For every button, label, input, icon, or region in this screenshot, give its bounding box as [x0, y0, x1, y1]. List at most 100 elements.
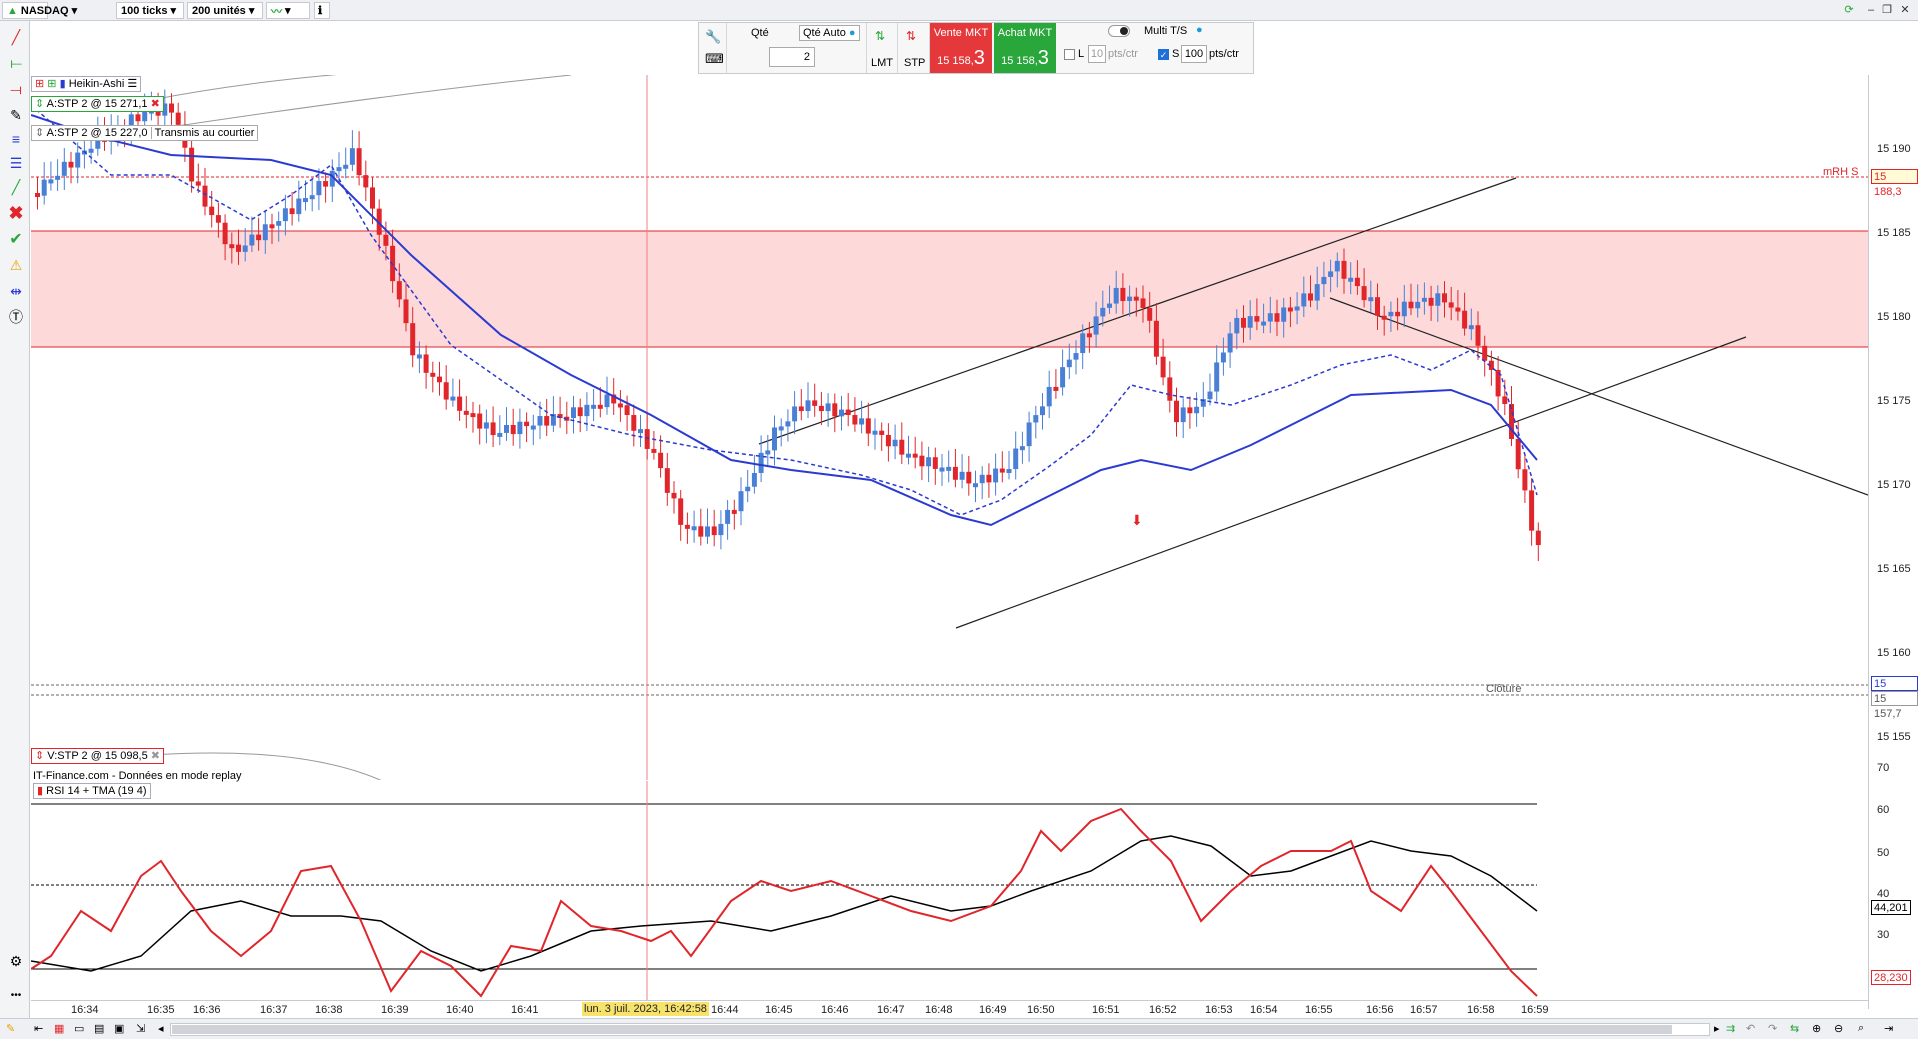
horizontal-line-icon[interactable]: ⟝	[10, 54, 22, 71]
time-tick: 16:56	[1366, 1004, 1394, 1016]
chart-style-box[interactable]: ⊞ ⊞ ▮ Heikin-Ashi ☰	[31, 76, 142, 92]
candle	[906, 453, 911, 458]
line-chart-icon: 〰	[271, 5, 282, 18]
limit-input[interactable]: 10	[1088, 45, 1106, 63]
grid-icon[interactable]: ▦	[54, 1023, 65, 1035]
qty-input[interactable]	[769, 47, 815, 67]
cancel-order-icon[interactable]: ✖	[150, 98, 160, 110]
stp-section[interactable]: ⇅ STP	[898, 23, 930, 73]
fibonacci-icon[interactable]: ☰	[9, 154, 23, 171]
window-icon[interactable]: ▭	[74, 1023, 85, 1035]
text-tool-icon[interactable]: Ⓣ	[9, 309, 23, 325]
dots-icon[interactable]: •••	[10, 989, 22, 1001]
menu-icon[interactable]: ☰	[127, 78, 138, 90]
candle	[128, 114, 134, 129]
time-tick: 16:53	[1205, 1004, 1233, 1016]
price-tick: 15 185	[1877, 227, 1911, 239]
candle	[1026, 422, 1032, 447]
scroll-left-icon[interactable]: ◂	[158, 1023, 164, 1035]
stop-checkbox[interactable]: ✓	[1158, 49, 1169, 60]
qty-auto-button[interactable]: Qté Auto ●	[799, 25, 860, 41]
order-icon: ⇕	[35, 750, 45, 762]
ray-line-icon[interactable]: ⟞	[10, 80, 22, 97]
scroll-right-end-icon[interactable]: ⇥	[1884, 1023, 1894, 1035]
rsi-chart[interactable]	[31, 781, 1868, 1009]
time-tick: 16:45	[765, 1004, 793, 1016]
buy-market-button[interactable]: Achat MKT 15 158,3	[994, 23, 1056, 73]
warning-icon[interactable]: ⚠	[9, 256, 23, 273]
check-icon[interactable]: ✔	[9, 231, 23, 248]
tile-icon[interactable]: ▣	[114, 1023, 125, 1035]
stp-label: STP	[904, 57, 926, 69]
candle	[1086, 333, 1092, 338]
multi-ts-toggle[interactable]	[1108, 25, 1130, 37]
candle	[698, 526, 704, 537]
wrench-icon[interactable]: 🔧	[705, 29, 722, 44]
scroll-left-end-icon[interactable]: ⇤	[34, 1023, 44, 1035]
candle	[1234, 317, 1240, 334]
units-select[interactable]: 200 unités ▾	[187, 2, 263, 19]
move-icon[interactable]: ⊞	[47, 78, 57, 90]
zoom-out-icon[interactable]: ⊖	[1834, 1023, 1844, 1035]
trend-icon[interactable]: ╱	[11, 178, 21, 195]
rsi-legend[interactable]: ▮ RSI 14 + TMA (19 4)	[33, 783, 151, 799]
candle	[839, 409, 844, 417]
undo-icon[interactable]: ↶	[1746, 1023, 1756, 1035]
candle	[1281, 307, 1287, 322]
stop-input[interactable]: 100	[1181, 45, 1207, 63]
instrument-select[interactable]: ▲ NASDAQ ▾	[2, 2, 77, 19]
search-icon[interactable]: ⌕	[1858, 1022, 1865, 1034]
line-tool-icon[interactable]: ╱	[11, 28, 21, 45]
refresh-icon[interactable]: ⟳	[1844, 4, 1854, 16]
save-view-icon[interactable]: ⇉	[1726, 1023, 1736, 1035]
chart-type-select[interactable]: 〰 ▾	[266, 2, 310, 19]
add-icon[interactable]: ⊞	[35, 78, 45, 90]
pencil-icon[interactable]: ✎	[10, 106, 22, 123]
price-axis[interactable]: 15 190 15 185 15 180 15 175 15 170 15 16…	[1868, 75, 1918, 1009]
redo-icon[interactable]: ↷	[1768, 1023, 1778, 1035]
keyboard-icon[interactable]: ⌨	[705, 51, 724, 66]
info-dot-icon: ●	[848, 27, 856, 39]
layout-icon[interactable]: ▤	[94, 1023, 105, 1035]
candle	[463, 410, 469, 415]
sell-market-button[interactable]: Vente MKT 15 158,3	[930, 23, 992, 73]
candle	[323, 181, 329, 187]
delete-icon[interactable]: ✖	[8, 202, 24, 223]
cancel-order-icon[interactable]: ✖	[150, 750, 161, 762]
settings-icon[interactable]: ⚙	[9, 952, 23, 969]
levels-icon[interactable]: ⇹	[10, 282, 22, 299]
candle	[731, 509, 737, 514]
time-axis[interactable]: 16:34 16:35 16:36 16:37 16:38 16:39 16:4…	[31, 1000, 1868, 1018]
horizontal-scrollbar[interactable]	[170, 1023, 1710, 1036]
pencil-icon[interactable]: ✎	[6, 1023, 16, 1035]
price-chart[interactable]: ⬇ mRH S Clôture	[31, 75, 1868, 780]
rsi-tick: 40	[1877, 888, 1890, 900]
close-icon[interactable]: ✕	[1900, 4, 1910, 16]
moving-average-dashed	[31, 104, 1538, 516]
scrollbar-thumb[interactable]	[172, 1025, 1672, 1034]
order-tag-v[interactable]: ⇕ V:STP 2 @ 15 098,5 ✖	[31, 748, 165, 764]
restore-icon[interactable]: ❐	[1882, 4, 1892, 16]
limit-checkbox[interactable]	[1064, 49, 1075, 60]
ticks-select[interactable]: 100 ticks ▾	[116, 2, 184, 19]
info-button[interactable]: ℹ	[314, 2, 330, 19]
scroll-right-icon[interactable]: ▸	[1714, 1023, 1720, 1035]
channel-icon[interactable]: ≡	[11, 131, 21, 147]
minimize-icon[interactable]: –	[1867, 4, 1875, 16]
export-icon[interactable]: ⇲	[136, 1023, 146, 1035]
lmt-section[interactable]: ⇅ LMT	[867, 23, 898, 73]
order-tag-a1[interactable]: ⇕ A:STP 2 @ 15 271,1 ✖	[31, 96, 164, 112]
swap-icon[interactable]: ⇆	[1790, 1023, 1800, 1035]
candle	[249, 234, 255, 246]
rsi-tick: 60	[1877, 804, 1890, 816]
candle	[1361, 286, 1367, 301]
candle	[1180, 407, 1186, 423]
candle	[1421, 297, 1427, 302]
mrh-label: mRH S	[1823, 166, 1858, 178]
zoom-in-icon[interactable]: ⊕	[1812, 1023, 1822, 1035]
candle	[1509, 403, 1514, 439]
candle	[1261, 321, 1267, 326]
candle	[705, 526, 710, 537]
order-tag-a2[interactable]: ⇕ A:STP 2 @ 15 227,0 Transmis au courtie…	[31, 125, 258, 141]
stop-label: S	[1172, 48, 1180, 60]
